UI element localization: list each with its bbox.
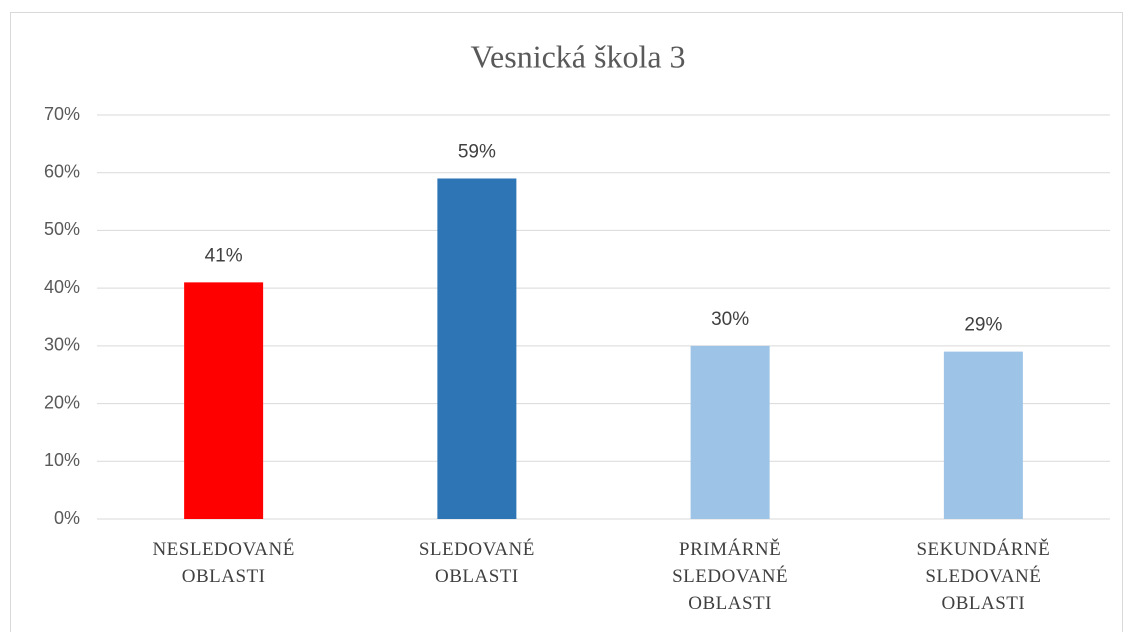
- y-tick-label: 10%: [44, 450, 80, 470]
- x-tick-label: PRIMÁRNĚ SLEDOVANÉ OBLASTI: [672, 539, 789, 614]
- data-label: 41%: [205, 245, 243, 266]
- bar: [943, 351, 1023, 519]
- chart-border: [10, 12, 1123, 632]
- y-tick-label: 60%: [44, 161, 80, 181]
- y-tick-label: 30%: [44, 335, 80, 355]
- y-tick-label: 50%: [44, 219, 80, 239]
- y-tick-label: 70%: [44, 104, 80, 124]
- x-tick-label: SEKUNDÁRNĚ SLEDOVANÉ OBLASTI: [916, 539, 1051, 614]
- y-tick-label: 40%: [44, 277, 80, 297]
- data-label: 29%: [964, 315, 1002, 336]
- x-tick-label: NESLEDOVANÉ OBLASTI: [152, 539, 295, 587]
- y-tick-label: 0%: [54, 508, 80, 528]
- x-tick-label: SLEDOVANÉ OBLASTI: [418, 539, 535, 587]
- data-label: 59%: [458, 142, 496, 163]
- data-label: 30%: [711, 309, 749, 330]
- bar: [437, 178, 517, 519]
- bar: [184, 282, 264, 519]
- y-tick-label: 20%: [44, 392, 80, 412]
- bar: [690, 345, 770, 519]
- chart-title: Vesnická škola 3: [470, 38, 685, 74]
